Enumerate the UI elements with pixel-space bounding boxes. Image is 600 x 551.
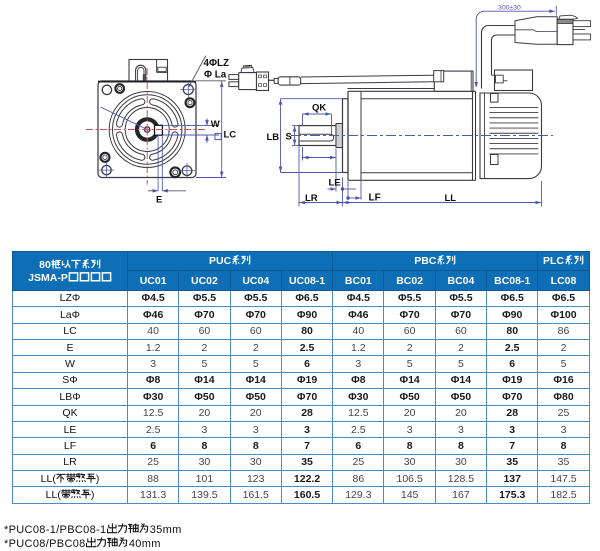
svg-text:E: E [156,194,162,205]
svg-text:300±30: 300±30 [498,4,521,11]
svg-text:QK: QK [312,103,326,114]
svg-text:Φ La: Φ La [204,69,227,80]
svg-text:W: W [211,119,220,130]
svg-text:LC: LC [224,130,237,141]
svg-text:LR: LR [305,193,318,204]
svg-text:4ΦLZ: 4ΦLZ [204,58,229,69]
svg-text:LL: LL [445,193,457,204]
svg-text:LB: LB [267,132,280,143]
svg-text:S: S [286,132,292,143]
svg-text:LE: LE [329,178,341,189]
svg-text:LF: LF [369,193,381,204]
